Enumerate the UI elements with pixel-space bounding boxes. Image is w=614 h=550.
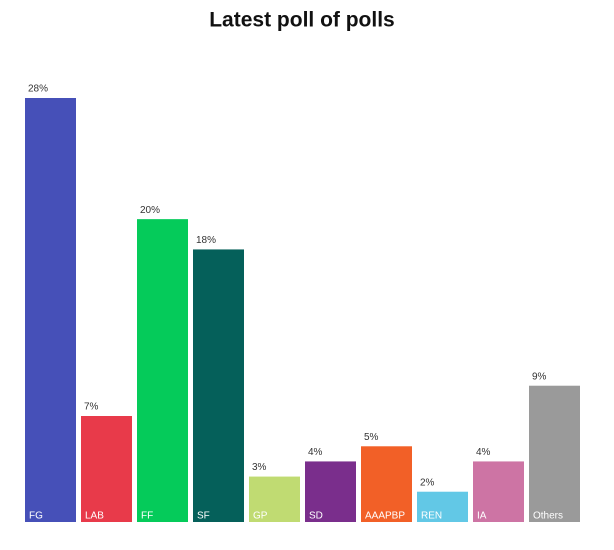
category-label: REN: [421, 511, 442, 522]
bar: [361, 446, 412, 522]
value-label: 4%: [476, 447, 491, 458]
value-label: 5%: [364, 432, 379, 443]
value-label: 18%: [196, 235, 216, 246]
value-label: 2%: [420, 477, 435, 488]
value-label: 7%: [84, 402, 99, 413]
bar: [81, 416, 132, 522]
category-label: SD: [309, 511, 323, 522]
bar: [25, 98, 76, 522]
value-label: 28%: [28, 84, 48, 95]
bar: [305, 461, 356, 522]
category-label: AAAPBP: [365, 511, 405, 522]
category-label: IA: [477, 511, 487, 522]
value-label: 4%: [308, 447, 323, 458]
value-label: 3%: [252, 462, 267, 473]
value-label: 20%: [140, 205, 160, 216]
bar: [137, 219, 188, 522]
category-label: FF: [141, 511, 153, 522]
category-label: FG: [29, 511, 43, 522]
chart-title: Latest poll of polls: [209, 9, 395, 32]
bar: [249, 476, 300, 522]
category-label: GP: [253, 511, 268, 522]
value-label: 9%: [532, 371, 547, 382]
category-label: LAB: [85, 511, 104, 522]
bar: [417, 491, 468, 522]
bar: [193, 249, 244, 522]
bar: [529, 385, 580, 522]
bar: [473, 461, 524, 522]
category-label: Others: [533, 511, 563, 522]
category-label: SF: [197, 511, 210, 522]
